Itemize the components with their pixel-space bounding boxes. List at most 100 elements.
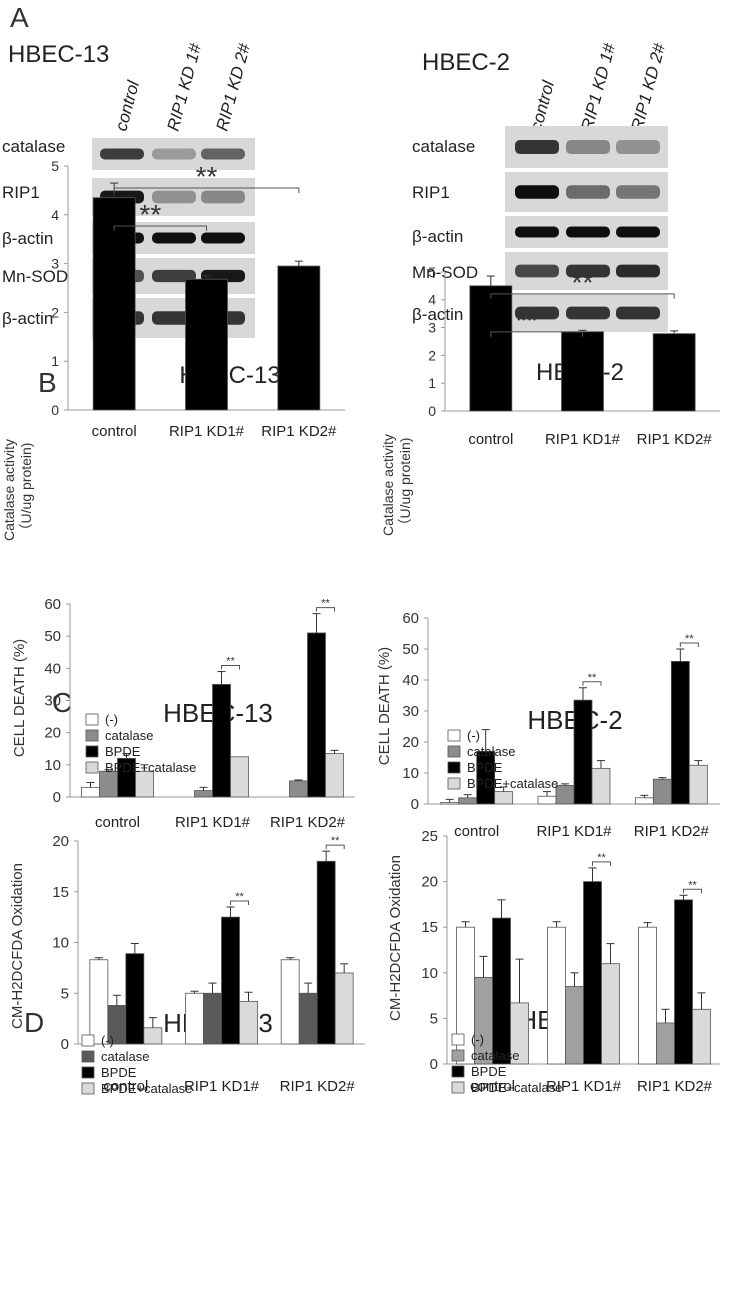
blot-band bbox=[152, 269, 196, 283]
bar bbox=[555, 785, 575, 805]
bar bbox=[92, 197, 136, 411]
y-axis-label: （U/ug protein) bbox=[397, 438, 413, 533]
y-tick-label: 1 bbox=[428, 375, 436, 391]
legend-swatch bbox=[447, 777, 461, 790]
blot-lane-label: RIP1 KD 2# bbox=[213, 41, 255, 133]
significance-bracket bbox=[683, 888, 702, 894]
y-tick-label: 5 bbox=[428, 264, 436, 280]
blot-hbec-2: HBEC-2 control RIP1 KD 1# RIP1 KD 2# catalas… bbox=[412, 41, 669, 332]
blot-title: HBEC-2 bbox=[422, 49, 510, 76]
chart-d-hbec-13: HBEC-1305101520CM-H2DCFDA Oxidationcontr… bbox=[9, 833, 365, 1096]
y-tick-label: 5 bbox=[51, 158, 59, 174]
y-tick-label: 0 bbox=[53, 789, 61, 806]
bar bbox=[469, 285, 513, 412]
legend-label: catalase bbox=[101, 1049, 149, 1064]
y-tick-label: 3 bbox=[428, 320, 436, 336]
bar bbox=[494, 791, 514, 805]
significance-label: ** bbox=[196, 161, 218, 192]
panel-label-d: D bbox=[24, 1007, 44, 1038]
y-tick-label: 10 bbox=[44, 757, 61, 774]
legend-label: catalase bbox=[471, 1048, 519, 1063]
blot-lane-label: control bbox=[527, 78, 559, 133]
y-tick-label: 50 bbox=[44, 628, 61, 645]
bar bbox=[325, 753, 344, 798]
legend-swatch bbox=[85, 729, 99, 742]
x-category-label: control bbox=[92, 423, 137, 440]
panel-label-a: A bbox=[10, 2, 29, 33]
y-tick-label: 10 bbox=[52, 935, 69, 952]
significance-bracket bbox=[316, 607, 335, 612]
significance-bracket bbox=[582, 681, 602, 686]
blot-lane-label: control bbox=[112, 78, 144, 133]
y-tick-label: 10 bbox=[421, 965, 438, 982]
bar bbox=[652, 333, 696, 412]
legend-swatch bbox=[451, 1065, 465, 1078]
significance-label: ** bbox=[321, 598, 330, 610]
bar bbox=[185, 278, 228, 411]
y-tick-label: 0 bbox=[51, 402, 59, 418]
significance-bracket bbox=[490, 293, 675, 299]
legend-swatch bbox=[451, 1033, 465, 1046]
bar bbox=[230, 756, 249, 798]
blot-band bbox=[616, 185, 660, 199]
y-tick-label: 15 bbox=[421, 919, 438, 936]
x-category-label: control bbox=[454, 823, 499, 840]
blot-band bbox=[201, 232, 245, 244]
bar bbox=[239, 1000, 258, 1045]
x-category-label: RIP1 KD2# bbox=[637, 1078, 713, 1095]
blot-band bbox=[201, 190, 245, 204]
blot-band bbox=[201, 148, 245, 160]
blot-row-label: catalase bbox=[412, 137, 475, 156]
legend-swatch bbox=[447, 729, 461, 742]
bar bbox=[688, 764, 708, 805]
y-tick-label: 15 bbox=[52, 884, 69, 901]
legend-swatch bbox=[81, 1066, 95, 1079]
blot-band bbox=[515, 185, 559, 199]
y-tick-label: 20 bbox=[52, 833, 69, 850]
x-category-label: RIP1 KD1# bbox=[184, 1078, 260, 1095]
legend-label: BPDE bbox=[471, 1064, 507, 1079]
bar bbox=[277, 265, 321, 411]
bar bbox=[601, 963, 620, 1065]
legend-label: BPDE+catalase bbox=[101, 1081, 192, 1096]
y-tick-label: 20 bbox=[402, 734, 419, 751]
bar bbox=[561, 331, 604, 412]
x-category-label: RIP1 KD2# bbox=[270, 814, 346, 831]
bar bbox=[280, 959, 300, 1045]
blot-band bbox=[152, 190, 196, 204]
x-category-label: RIP1 KD2# bbox=[634, 823, 710, 840]
bar bbox=[656, 1022, 675, 1065]
y-tick-label: 1 bbox=[51, 353, 59, 369]
chart-b-hbec-2: HBEC-2012345Catalase activity（U/ug prote… bbox=[380, 264, 720, 536]
y-axis-label: Catalase activity bbox=[1, 439, 17, 541]
blot-band bbox=[566, 185, 610, 199]
chart-c-hbec-2: HBEC-20102030405060CELL DEATH (%)control… bbox=[376, 610, 720, 840]
legend-label: (-) bbox=[467, 728, 480, 743]
y-tick-label: 2 bbox=[428, 347, 436, 363]
legend-label: BPDE bbox=[101, 1065, 137, 1080]
bar bbox=[135, 770, 154, 798]
y-tick-label: 0 bbox=[411, 796, 419, 813]
legend-label: BPDE bbox=[105, 744, 141, 759]
y-tick-label: 25 bbox=[421, 828, 438, 845]
significance-label: ** bbox=[588, 672, 597, 684]
bar bbox=[125, 953, 145, 1045]
blot-band bbox=[616, 139, 660, 155]
x-category-label: control bbox=[95, 814, 140, 831]
blot-band bbox=[515, 264, 559, 278]
y-tick-label: 20 bbox=[44, 725, 61, 742]
legend-swatch bbox=[85, 745, 99, 758]
legend-swatch bbox=[81, 1082, 95, 1095]
blot-lane-label: RIP1 KD 1# bbox=[164, 41, 206, 133]
legend-swatch bbox=[81, 1034, 95, 1047]
legend-label: BPDE+catalase bbox=[105, 760, 196, 775]
y-axis-label: Catalase activity bbox=[380, 434, 396, 536]
chart-d-hbec-2: HBEC-20510152025CM-H2DCFDA Oxidationcont… bbox=[387, 828, 720, 1095]
y-tick-label: 0 bbox=[430, 1056, 438, 1073]
blot-lane-label: RIP1 KD 1# bbox=[578, 41, 620, 133]
bar bbox=[692, 1008, 711, 1065]
bar bbox=[289, 780, 308, 798]
